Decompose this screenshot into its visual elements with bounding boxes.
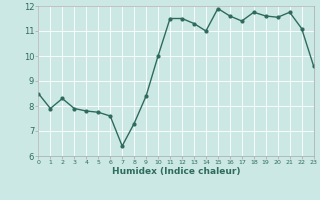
X-axis label: Humidex (Indice chaleur): Humidex (Indice chaleur) <box>112 167 240 176</box>
